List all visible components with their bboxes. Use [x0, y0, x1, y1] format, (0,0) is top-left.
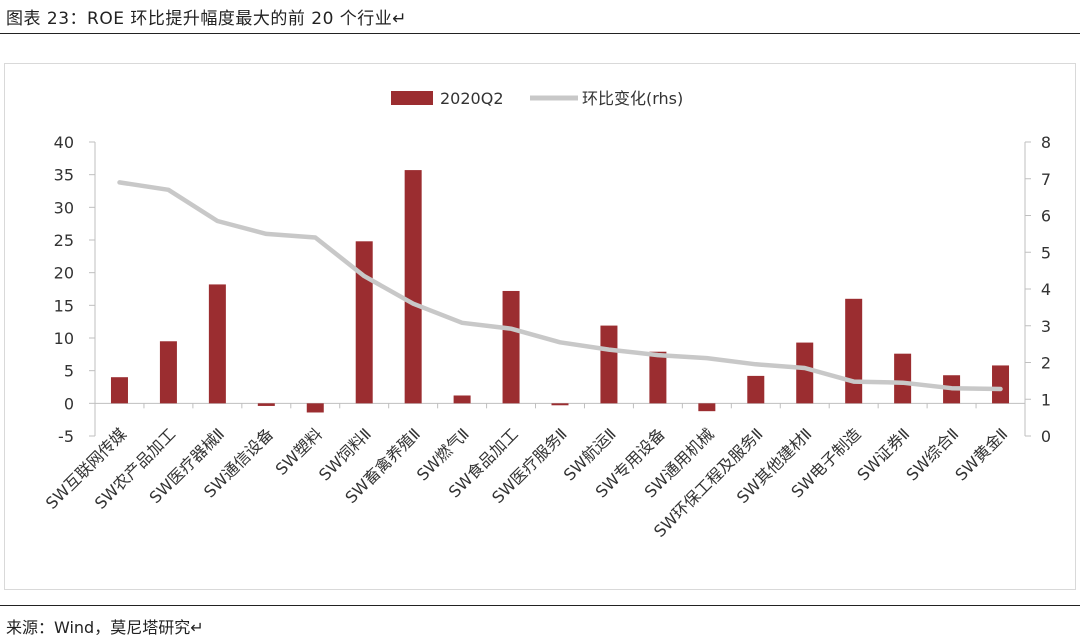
right-tick-label: 0	[1041, 427, 1051, 446]
left-tick-label: 30	[54, 198, 74, 217]
right-tick-label: 6	[1041, 207, 1051, 226]
bar	[600, 326, 617, 404]
legend-bar-label: 2020Q2	[440, 89, 504, 108]
category-label: SW黄金Ⅱ	[951, 424, 1011, 484]
legend-bar-swatch	[391, 91, 433, 105]
left-tick-label: 25	[54, 231, 74, 250]
bar	[992, 365, 1009, 403]
legend-line-label: 环比变化(rhs)	[582, 89, 683, 108]
left-tick-label: -5	[58, 427, 74, 446]
bar	[649, 352, 666, 404]
right-tick-label: 8	[1041, 133, 1051, 152]
left-tick-label: 20	[54, 264, 74, 283]
bar	[894, 354, 911, 404]
bar	[111, 377, 128, 403]
bar	[307, 403, 324, 412]
bar	[552, 403, 569, 405]
category-label: SW综合Ⅱ	[902, 424, 962, 484]
right-tick-label: 2	[1041, 354, 1051, 373]
right-tick-label: 5	[1041, 243, 1051, 262]
right-tick-label: 7	[1041, 170, 1051, 189]
right-tick-label: 3	[1041, 317, 1051, 336]
left-tick-label: 5	[64, 362, 74, 381]
right-tick-label: 4	[1041, 280, 1051, 299]
bar	[405, 170, 422, 403]
left-tick-label: 40	[54, 133, 74, 152]
bar	[796, 343, 813, 404]
left-tick-label: 0	[64, 394, 74, 413]
bar	[258, 403, 275, 406]
left-tick-label: 15	[54, 296, 74, 315]
category-labels: SW互联网传媒SW农产品加工SW医疗器械ⅡSW通信设备SW塑料SW饲料ⅡSW畜禽…	[42, 424, 1011, 541]
roe-chart: 2020Q2 环比变化(rhs) 4035302520151050-587654…	[0, 0, 1080, 600]
bar	[845, 299, 862, 404]
bottom-divider	[0, 605, 1080, 606]
bar	[503, 291, 520, 403]
source-note: 来源：Wind，莫尼塔研究↵	[6, 614, 204, 638]
right-tick-label: 1	[1041, 390, 1051, 409]
bar	[747, 376, 764, 403]
bar	[160, 341, 177, 403]
line-series	[119, 182, 1000, 389]
category-label: SW证券Ⅱ	[853, 424, 913, 484]
legend: 2020Q2 环比变化(rhs)	[391, 89, 683, 108]
bar	[698, 403, 715, 411]
line-path	[120, 182, 1001, 389]
bar	[209, 284, 226, 403]
left-tick-label: 35	[54, 166, 74, 185]
left-tick-label: 10	[54, 329, 74, 348]
bar	[454, 395, 471, 403]
bar-series	[111, 170, 1009, 412]
bar	[356, 241, 373, 403]
